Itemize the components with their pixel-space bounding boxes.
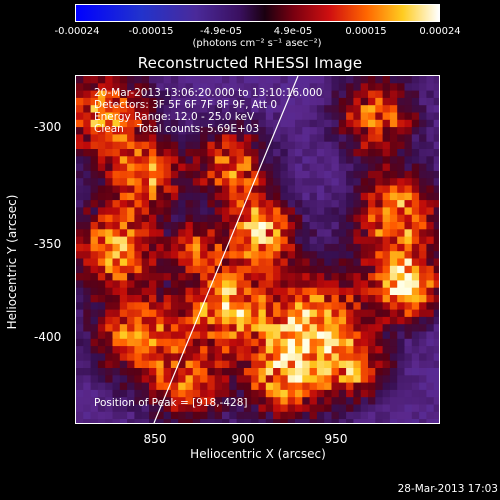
info-detectors: Detectors: 3F 5F 6F 7F 8F 9F, Att 0 [94,99,278,111]
rhessi-image [76,76,439,423]
image-title: Reconstructed RHESSI Image [137,54,363,72]
timestamp-footer: 28-Mar-2013 17:03 [397,483,498,495]
x-tick-label: 900 [231,432,255,446]
image-plot-frame [75,75,440,424]
y-tick-label: -300 [34,120,62,134]
colorbar-units: (photons cm⁻² s⁻¹ asec⁻²) [192,38,322,49]
colorbar-tick-label: -4.9e-05 [200,26,242,37]
info-time-range: 20-Mar-2013 13:06:20.000 to 13:10:16.000 [94,87,323,99]
colorbar-tick-label: 0.00024 [419,26,461,37]
y-tick-label: -350 [34,237,62,251]
y-tick-label: -400 [34,330,62,344]
info-energy-range: Energy Range: 12.0 - 25.0 keV [94,111,255,123]
colorbar-tick-label: -0.00015 [128,26,174,37]
y-axis-label: Heliocentric Y (arcsec) [5,194,19,330]
info-peak-position: Position of Peak = [918,-428] [94,397,248,409]
x-axis-label: Heliocentric X (arcsec) [190,447,326,461]
colorbar-tick-label: -0.00024 [54,26,100,37]
x-tick-label: 950 [324,432,348,446]
colorbar-gradient [76,5,439,21]
colorbar [75,4,440,22]
colorbar-tick-label: 4.9e-05 [273,26,313,37]
image-pixels [76,76,439,423]
colorbar-tick-label: 0.00015 [345,26,387,37]
solar-limb-line [153,76,299,423]
info-clean-counts: Clean Total counts: 5.69E+03 [94,123,260,135]
x-tick-label: 850 [143,432,167,446]
